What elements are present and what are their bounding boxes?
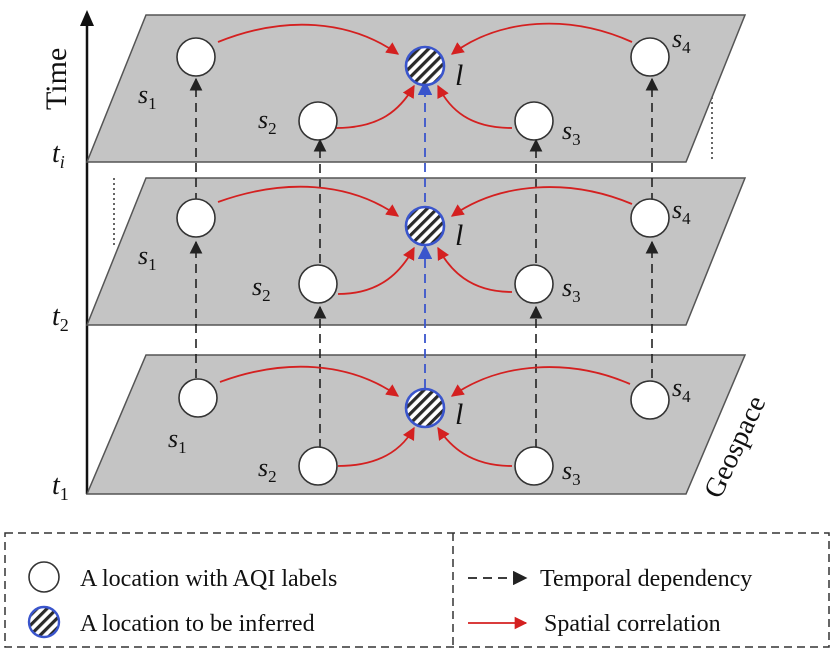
label-t1-s1: s1 (168, 424, 187, 457)
plane-layer-t2 (85, 177, 747, 326)
node-t1-s4 (630, 380, 670, 420)
label-ti-s2: s2 (258, 105, 277, 138)
spatial-arrow-ti-s4 (450, 22, 633, 55)
node-t2-s2 (298, 264, 338, 304)
legend-labeled-location-icon (28, 561, 60, 593)
node-ti-s2 (298, 101, 338, 141)
legend-inferred-location-text: A location to be inferred (80, 611, 315, 637)
label-t2-s3: s3 (562, 273, 581, 306)
legend-spatial-correlation-text: Spatial correlation (544, 611, 721, 637)
plane-layer-ti (85, 14, 747, 163)
spatial-arrow-ti-s3 (437, 84, 513, 129)
spatial-arrow-ti-s1 (217, 23, 400, 55)
node-t2-s1 (176, 198, 216, 238)
label-t1-s3: s3 (562, 456, 581, 489)
label-t1-l: l (455, 398, 463, 431)
spatial-arrow-t1-s3 (437, 426, 513, 467)
spatial-arrow-t2-s2 (337, 246, 415, 295)
spatial-arrow-ti-s2 (335, 84, 415, 129)
time-tick-ti: ti (52, 138, 65, 172)
label-t2-s4: s4 (672, 195, 691, 228)
time-axis-label: Time (40, 48, 73, 110)
label-ti-s4: s4 (672, 24, 691, 57)
node-ti-s3 (514, 101, 554, 141)
time-axis-arrowhead (80, 10, 94, 26)
label-t2-l: l (455, 219, 463, 252)
legend-temporal-dependency-text: Temporal dependency (540, 566, 752, 592)
legend: A location with AQI labels A location to… (4, 532, 830, 648)
inferred-node-ti (404, 45, 446, 87)
label-t1-s2: s2 (258, 453, 277, 486)
legend-inferred-location-icon (27, 605, 61, 639)
node-t2-s3 (514, 264, 554, 304)
inferred-node-t2 (404, 205, 446, 247)
legend-labeled-location-text: A location with AQI labels (80, 566, 337, 592)
label-ti-l: l (455, 59, 463, 92)
label-t2-s1: s1 (138, 241, 157, 274)
label-t1-s4: s4 (672, 373, 691, 406)
time-tick-t2: t2 (52, 301, 69, 335)
label-ti-s3: s3 (562, 116, 581, 149)
spatial-arrow-t1-s2 (337, 426, 415, 467)
spatial-arrow-t1-s1 (219, 365, 400, 397)
spatial-arrow-t2-s1 (217, 185, 400, 217)
node-ti-s1 (176, 37, 216, 77)
spatial-arrow-t1-s4 (450, 366, 631, 397)
inferred-node-t1 (404, 387, 446, 429)
node-ti-s4 (630, 37, 670, 77)
node-t1-s2 (298, 446, 338, 486)
time-tick-t1: t1 (52, 470, 69, 504)
spatial-arrow-t2-s3 (437, 246, 513, 293)
label-t2-s2: s2 (252, 272, 271, 305)
spatial-arrow-t2-s4 (450, 186, 633, 217)
node-t2-s4 (630, 198, 670, 238)
node-t1-s3 (514, 446, 554, 486)
label-ti-s1: s1 (138, 80, 157, 113)
node-t1-s1 (178, 378, 218, 418)
